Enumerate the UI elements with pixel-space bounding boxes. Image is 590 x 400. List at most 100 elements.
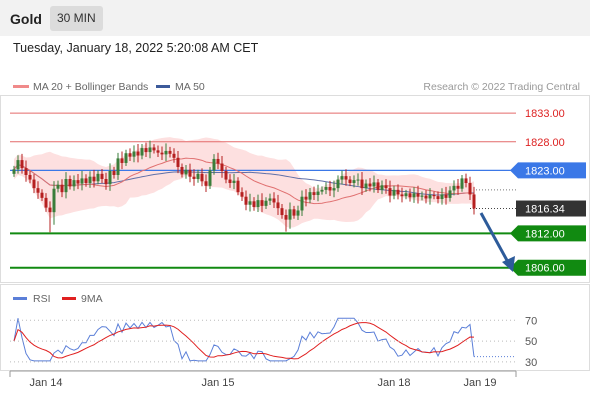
time-axis-label: Jan 15 [201, 377, 234, 389]
support-label: 1812.00 [525, 228, 565, 240]
candle [280, 204, 284, 219]
candle [336, 175, 340, 192]
candle-body [172, 153, 176, 158]
candle-body [256, 200, 260, 208]
time-axis-label: Jan 18 [377, 377, 410, 389]
legend-rsi-swatch [13, 297, 27, 300]
candle-body [208, 170, 212, 186]
candle-body [188, 169, 192, 177]
candle [224, 166, 228, 184]
candle-body [392, 189, 396, 196]
candle-body [80, 178, 84, 184]
candle [352, 175, 356, 188]
candle-body [396, 189, 400, 195]
copyright: Research © 2022 Trading Central [423, 81, 580, 93]
candle-body [468, 182, 472, 195]
candle-body [264, 200, 268, 206]
candle [220, 155, 224, 178]
support-tag [510, 225, 586, 242]
candle-body [300, 196, 304, 211]
candle [228, 174, 232, 188]
candle [364, 179, 368, 192]
candle [136, 143, 140, 163]
level-labels: 1833.00 1828.00 1823.00 1816.34 1812.00 1806.… [510, 108, 586, 276]
candle [428, 188, 432, 205]
candle [76, 173, 80, 190]
candle [328, 180, 332, 196]
candle-body [416, 193, 420, 197]
candle [36, 181, 40, 199]
resistance-label: 1828.00 [525, 137, 565, 149]
candle [308, 188, 312, 204]
candle-body [408, 193, 412, 198]
candle-body [160, 152, 164, 155]
candle-body [428, 195, 432, 199]
candle-body [212, 158, 216, 171]
candle-body [424, 195, 428, 199]
candle-body [16, 160, 20, 170]
candle-body [12, 169, 16, 174]
candle-body [368, 183, 372, 187]
candle [460, 174, 464, 192]
candle [456, 178, 460, 195]
candle-body [272, 198, 276, 203]
candle-body [152, 147, 156, 151]
legend-ma20-swatch [13, 85, 29, 88]
candle [424, 190, 428, 204]
candle-body [292, 209, 296, 216]
candle-body [24, 168, 28, 175]
candle [448, 186, 452, 202]
candle-body [112, 170, 116, 175]
candle [472, 186, 476, 215]
candle-body [108, 170, 112, 185]
candle [208, 166, 212, 189]
candle [64, 172, 68, 199]
candle-body [240, 192, 244, 197]
candle-body [284, 215, 288, 220]
candle-body [268, 198, 272, 201]
candle-body [92, 176, 96, 182]
projection-arrow [479, 212, 511, 265]
candle [248, 193, 252, 212]
candle [140, 143, 144, 160]
candle-body [440, 194, 444, 200]
candle [24, 160, 28, 182]
candle [404, 189, 408, 200]
candle [260, 193, 264, 213]
legend-ma50-label: MA 50 [175, 81, 205, 93]
candle [464, 173, 468, 188]
candle [380, 180, 384, 195]
candle [204, 174, 208, 193]
candle-body [412, 193, 416, 198]
candle [252, 197, 256, 211]
candle [292, 205, 296, 219]
candle [128, 148, 132, 161]
timeframe-badge[interactable]: 30 MIN [50, 6, 103, 31]
candle [120, 151, 124, 170]
candle-body [244, 196, 248, 205]
candle [176, 150, 180, 174]
candle-body [400, 194, 404, 197]
candle-body [200, 173, 204, 182]
candle-body [316, 191, 320, 196]
candle-body [288, 209, 292, 220]
candle [20, 153, 24, 174]
projection-arrowhead [502, 256, 515, 272]
candle-body [56, 184, 60, 189]
candle-body [176, 157, 180, 167]
candle [276, 194, 280, 215]
candle [124, 149, 128, 167]
candle-body [360, 179, 364, 189]
candle [172, 148, 176, 163]
candle-body [452, 185, 456, 191]
candle [44, 193, 48, 212]
candle-body [224, 170, 228, 180]
candle [48, 201, 52, 233]
candle [264, 197, 268, 209]
candle [344, 169, 348, 186]
candle-body [60, 184, 64, 193]
candle [60, 179, 64, 198]
candle [244, 190, 248, 211]
candle [408, 188, 412, 202]
candle-body [328, 186, 332, 191]
